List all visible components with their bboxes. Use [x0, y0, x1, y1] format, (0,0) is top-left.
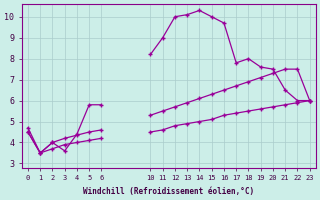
X-axis label: Windchill (Refroidissement éolien,°C): Windchill (Refroidissement éolien,°C) — [83, 187, 254, 196]
